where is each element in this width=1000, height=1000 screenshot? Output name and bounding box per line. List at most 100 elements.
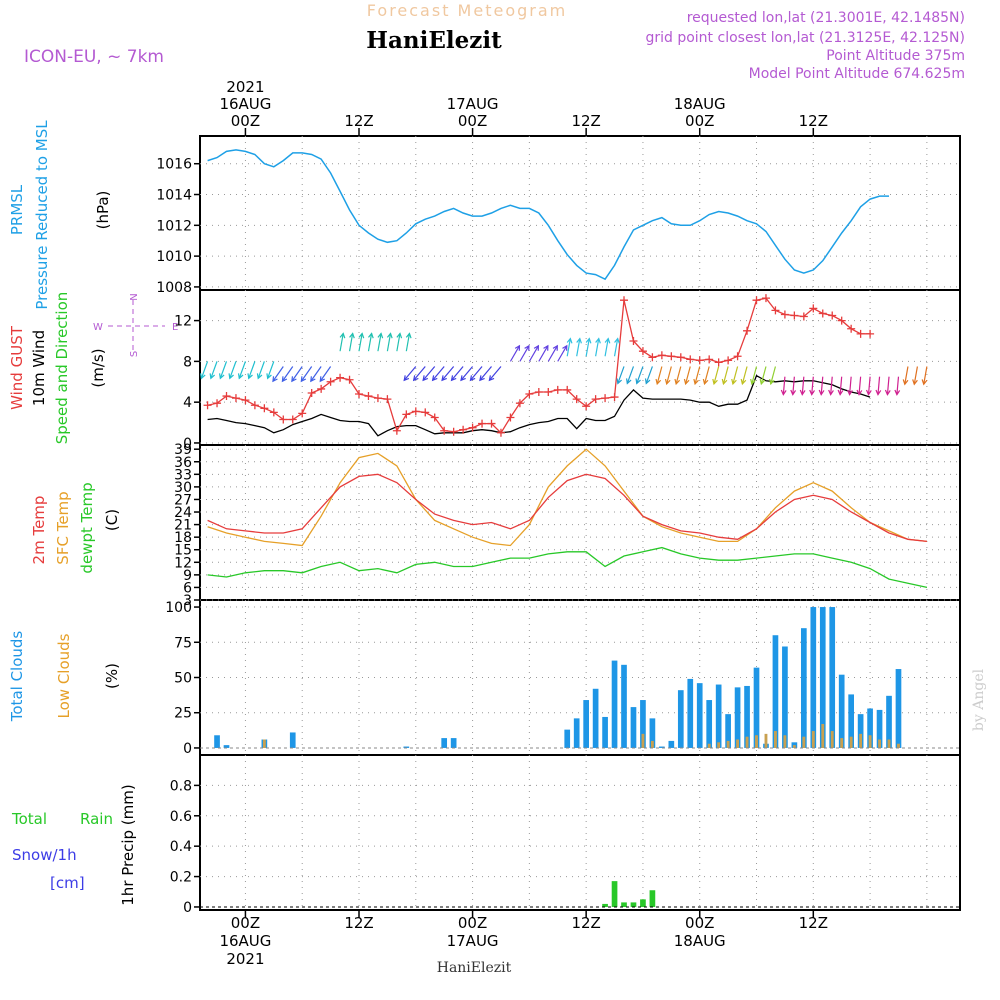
wind-arrow [479,366,492,381]
gust-marker [591,395,600,404]
wind-arrow [617,366,625,384]
bar-low-clouds [792,745,796,748]
x-tick-label-top: 12Z [344,112,373,130]
dewpt-label: dewpt Temp [78,482,96,573]
x-tick-label-top: 12Z [571,112,600,130]
wind-arrow-head [310,376,316,383]
gust-marker [421,408,430,417]
gust-marker [809,304,818,313]
y-tick-label: 33 [174,467,192,483]
wind-arrow-head [460,375,466,382]
gust-marker [818,309,827,318]
y-tick-label: 9 [183,568,192,584]
wind-arrow [339,333,344,352]
cm-unit: [cm] [50,874,85,892]
wind-arrow [229,361,237,379]
wind-arrow-head [837,389,844,396]
wind-arrow [751,366,758,385]
gust-marker [837,316,846,325]
wind-arrow-head [683,378,690,386]
grid-point-coords: grid point closest lon,lat (21.3125E, 42… [645,30,965,46]
x-tick-label-bottom: 16AUG [219,932,271,950]
wind-arrow [451,366,464,381]
wind-arrow [470,366,483,381]
wind-arrow [238,361,246,379]
gust-marker [667,352,676,361]
gust-marker [563,385,572,394]
bar-total-clouds [819,607,826,748]
y-tick-label: 6 [183,580,192,596]
gust-marker [771,306,780,315]
y-tick-label: 0.6 [170,809,192,825]
wind-arrow-head [266,373,272,380]
gust-marker [307,388,316,397]
bar-total-clouds [592,688,599,748]
speed-dir-label: Speed and Direction [53,292,71,445]
y-tick-label: 15 [174,543,192,559]
wind-arrow [200,361,209,379]
wind-arrow [367,333,373,352]
bar-total-clouds [753,667,760,748]
bar-total-clouds [677,690,684,748]
wind-arrow [675,366,682,385]
wind-arrow [722,366,729,385]
y-tick-label: 18 [174,530,192,546]
bar-total-clouds [564,729,571,748]
panel3-labels: 2m Temp SFC Temp dewpt Temp (C) [30,482,121,573]
wind-arrow-head [514,344,521,351]
wind-arrow-head [488,375,495,382]
y-tick-label: 27 [174,492,192,508]
gust-marker [620,296,629,305]
gust-marker [411,407,420,416]
point-altitude: Point Altitude 375m [826,48,965,64]
wind-arrow [886,376,890,395]
total-label: Total [11,810,47,828]
gust-marker [383,395,392,404]
wind-arrow-head [902,379,909,386]
gust-marker [336,373,345,382]
bar-total-clouds [810,607,817,748]
bar-total-clouds [687,678,694,748]
wind-arrow [267,361,275,379]
wind-arrow [519,345,530,362]
wind-arrow [432,366,445,381]
x-tick-label-top: 17AUG [447,95,499,113]
y-tick-label: 1014 [156,188,192,204]
bar-low-clouds [707,743,711,748]
y-tick-label: 1016 [156,157,192,173]
y-tick-label: 0 [183,741,192,757]
panel2-labels: Wind GUST 10m Wind Speed and Direction (… [8,292,107,445]
gust-marker [487,419,496,428]
wind-arrow [358,333,363,352]
y-tick-label: 1010 [156,249,192,265]
wind-arrow-head [200,373,206,380]
bar-low-clouds [717,742,721,748]
wind-arrow [760,366,767,385]
bar-total-clouds [223,745,230,748]
y-tick-label: 0 [183,900,192,916]
wind-arrow-head [856,389,863,396]
gust-marker [250,401,259,410]
bar-total-clouds [848,694,854,748]
wind-arrow [820,376,824,395]
wind-arrow [281,366,294,382]
series-wind [207,374,871,437]
bar-total-clouds [621,664,627,748]
wind-arrow-head [625,378,632,385]
wind-arrow-head [450,375,457,382]
wind-arrow [348,333,354,352]
c-unit: (C) [103,509,121,531]
wind-arrow-head [635,378,641,385]
grid-lines [200,136,960,910]
bar-low-clouds [830,731,834,748]
gust-marker [676,353,685,362]
y-tick-label: 36 [174,455,192,471]
wind-arrow-head [780,389,787,396]
wind-arrow [801,376,805,395]
wind-arrow-head [740,378,747,386]
bar-total-clouds [573,718,580,748]
bar-low-clouds [641,733,645,748]
wind-arrow [666,366,672,385]
precip-axis-label: 1hr Precip (mm) [119,784,137,905]
gust-marker [733,352,742,361]
